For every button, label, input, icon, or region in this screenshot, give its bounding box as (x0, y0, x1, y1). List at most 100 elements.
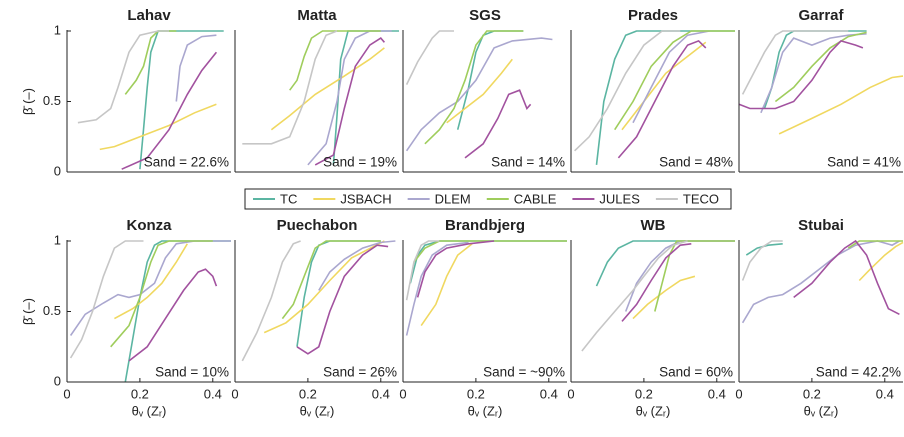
series-line (99, 103, 217, 151)
panel-title: WB (641, 217, 666, 234)
series-line (114, 243, 188, 320)
series-line (581, 240, 688, 352)
series-line (464, 89, 532, 159)
series-line (124, 30, 177, 95)
series-line (793, 239, 900, 316)
y-axis-label: β̄ (–) (20, 298, 35, 325)
series-line (774, 31, 867, 103)
panel-title: Garraf (798, 7, 844, 24)
series-line (124, 240, 231, 383)
panel-title: Prades (628, 7, 678, 24)
series-line (241, 240, 301, 362)
y-tick-label: 0.5 (43, 303, 61, 318)
series-line (763, 30, 867, 109)
series-line (456, 30, 524, 130)
panel-title: SGS (469, 7, 501, 24)
series-line (617, 39, 707, 159)
series-line (69, 240, 231, 336)
legend-label: JULES (599, 191, 640, 206)
x-axis-label: θᵥ (Zᵣ) (804, 403, 839, 418)
y-tick-label: 0 (54, 373, 61, 388)
y-axis-label: β̄ (–) (20, 88, 35, 115)
series-line (632, 30, 710, 124)
series-line (741, 240, 900, 324)
series-line (175, 34, 217, 102)
series-line (281, 240, 381, 320)
series-line (778, 75, 904, 135)
series-line (289, 30, 381, 91)
series-line (405, 37, 553, 152)
x-axis-label: θᵥ (Zᵣ) (468, 403, 503, 418)
panel-title: Brandbjerg (445, 217, 525, 234)
panel-title: Puechabon (277, 217, 358, 234)
series-line (760, 33, 867, 114)
series-line (409, 240, 567, 284)
series-line (405, 240, 440, 301)
x-tick-label: 0.4 (540, 386, 558, 401)
series-line (296, 244, 389, 355)
series-line (77, 30, 169, 124)
y-tick-label: 0 (54, 163, 61, 178)
series-line (424, 30, 524, 145)
series-line (621, 243, 692, 322)
legend-label: DLEM (435, 191, 471, 206)
x-tick-label: 0 (231, 386, 238, 401)
x-tick-label: 0 (399, 386, 406, 401)
x-tick-label: 0.2 (467, 386, 485, 401)
annotation: Sand = 10% (155, 365, 229, 380)
annotation: Sand = 42.2% (816, 365, 901, 380)
series-line (420, 243, 473, 327)
annotation: Sand = 60% (659, 365, 733, 380)
series-line (110, 240, 213, 348)
panel-title: Lahav (127, 7, 171, 24)
y-tick-label: 1 (54, 22, 61, 37)
legend: TC JSBACH DLEM CABLE JULES TECO (244, 188, 732, 210)
series-line (128, 268, 218, 362)
x-tick-label: 0.2 (635, 386, 653, 401)
legend-label: CABLE (514, 191, 557, 206)
x-tick-label: 0.2 (803, 386, 821, 401)
series-line (632, 275, 696, 320)
annotation: Sand = 41% (827, 155, 901, 170)
legend-label: TECO (683, 191, 719, 206)
legend-label: TC (280, 191, 297, 206)
panel-title: Konza (127, 217, 173, 234)
x-tick-label: 0.4 (372, 386, 390, 401)
series-line (738, 39, 864, 110)
x-axis-label: θᵥ (Zᵣ) (636, 403, 671, 418)
annotation: Sand = ~90% (483, 365, 565, 380)
annotation: Sand = 48% (659, 155, 733, 170)
series-line (741, 30, 849, 95)
series-line (296, 240, 381, 347)
annotation: Sand = 26% (323, 365, 397, 380)
series-line (847, 240, 903, 249)
series-line (595, 240, 735, 287)
x-tick-label: 0.4 (876, 386, 894, 401)
series-line (314, 37, 386, 166)
series-line (318, 240, 396, 291)
series-line (413, 240, 567, 263)
x-tick-label: 0 (63, 386, 70, 401)
series-line (858, 241, 904, 282)
series-line (614, 30, 735, 131)
series-line (270, 47, 385, 131)
legend-label: JSBACH (340, 191, 391, 206)
series-line (69, 240, 144, 359)
series-line (574, 30, 681, 152)
series-line (416, 240, 495, 298)
x-axis-label: θᵥ (Zᵣ) (300, 403, 335, 418)
annotation: Sand = 22.6% (144, 155, 229, 170)
panel-title: Stubai (798, 217, 844, 234)
series-line (121, 51, 218, 170)
annotation: Sand = 19% (323, 155, 397, 170)
x-tick-label: 0.2 (131, 386, 149, 401)
series-line (405, 241, 469, 336)
series-line (621, 41, 707, 131)
y-tick-label: 0.5 (43, 93, 61, 108)
series-line (263, 240, 385, 334)
series-line (405, 30, 454, 85)
series-line (595, 30, 735, 165)
annotation: Sand = 14% (491, 155, 565, 170)
x-tick-label: 0 (735, 386, 742, 401)
